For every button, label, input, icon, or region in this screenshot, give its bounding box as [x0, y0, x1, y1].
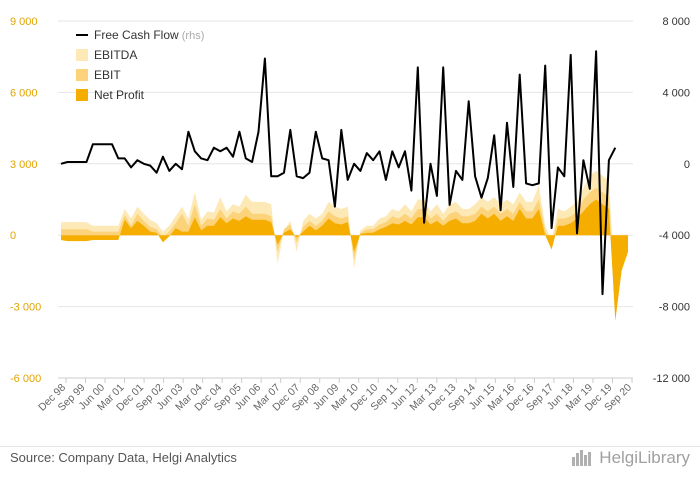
brand-name: HelgiLibrary — [599, 448, 690, 467]
line-series — [60, 50, 617, 296]
left-tick-label: 9 000 — [10, 16, 38, 28]
footer-divider — [0, 446, 700, 447]
right-tick-label: -4 000 — [659, 230, 690, 242]
legend-label: Net Profit — [94, 88, 145, 102]
legend-swatch — [76, 49, 88, 61]
legend-label: EBIT — [94, 68, 121, 82]
left-axis: 9 000 6 000 3 000 0 -3 000 -6 000 — [10, 16, 41, 385]
area-series — [61, 170, 628, 321]
legend-label: EBITDA — [94, 48, 137, 62]
source-note: Source: Company Data, Helgi Analytics — [10, 450, 237, 465]
legend: Free Cash Flow (rhs) EBITDA EBIT Net Profit — [76, 28, 204, 102]
left-tick-label: -3 000 — [10, 302, 41, 314]
left-tick-label: 3 000 — [10, 159, 38, 171]
library-icon — [572, 450, 594, 466]
legend-swatch — [76, 69, 88, 81]
right-tick-label: 0 — [684, 159, 690, 171]
left-tick-label: -6 000 — [10, 373, 41, 385]
brand-logo: HelgiLibrary — [572, 448, 690, 468]
right-tick-label: 8 000 — [662, 16, 690, 28]
right-tick-label: -8 000 — [659, 302, 690, 314]
right-axis: 8 000 4 000 0 -4 000 -8 000 -12 000 — [653, 16, 690, 385]
left-tick-label: 0 — [10, 230, 16, 242]
gridlines — [58, 20, 633, 379]
legend-label: Free Cash Flow (rhs) — [94, 28, 204, 42]
legend-swatch — [76, 89, 88, 101]
right-tick-label: 4 000 — [662, 87, 690, 99]
line-free-cash-flow — [60, 50, 617, 296]
right-tick-label: -12 000 — [653, 373, 690, 385]
left-tick-label: 6 000 — [10, 87, 38, 99]
area-ebit — [61, 187, 628, 307]
legend-suffix: (rhs) — [179, 30, 205, 42]
area-net-profit — [61, 199, 628, 321]
